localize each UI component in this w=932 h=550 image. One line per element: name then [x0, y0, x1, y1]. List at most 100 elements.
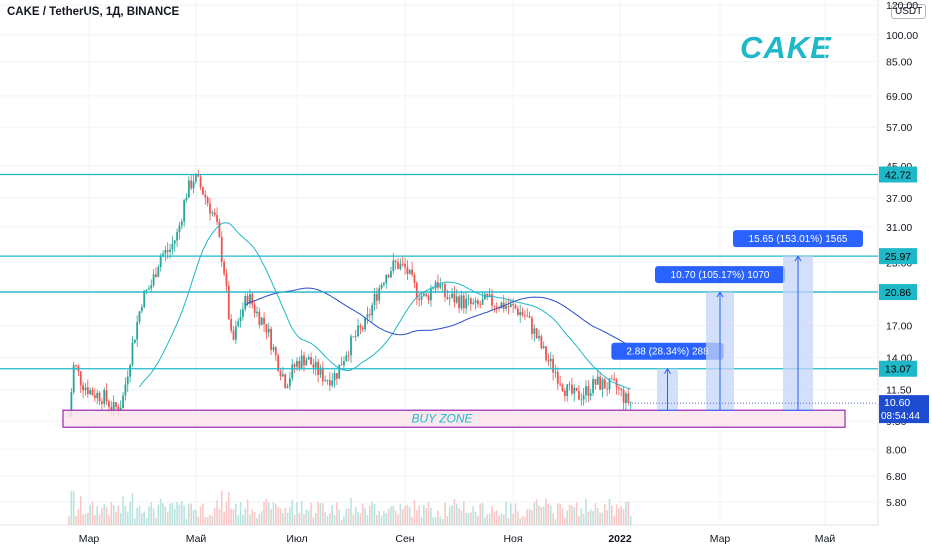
candle-body [387, 274, 390, 278]
candle-body [155, 274, 157, 277]
candle-body [129, 364, 131, 377]
volume-bar [566, 510, 568, 525]
candle-body [411, 269, 413, 275]
volume-bar [423, 504, 425, 525]
candle-body [242, 309, 244, 317]
candle-body [385, 274, 388, 284]
volume-bar [519, 518, 521, 525]
candle-body [103, 390, 106, 404]
candle-body [599, 376, 601, 390]
volume-bar [568, 504, 571, 525]
volume-bar [420, 516, 423, 525]
candle-body [582, 395, 585, 400]
candle-body [627, 393, 630, 403]
candle-body [495, 306, 498, 308]
candle-body [119, 407, 122, 411]
candle-body [345, 355, 348, 361]
candle-body [519, 311, 522, 316]
candle-body [213, 212, 216, 215]
candle-body [620, 388, 623, 391]
candle-body [467, 298, 470, 300]
volume-bar [347, 508, 350, 525]
candle-body [197, 174, 200, 177]
volume-bar [620, 506, 623, 525]
volume-bar [554, 519, 557, 525]
volume-bar [115, 511, 117, 525]
volume-bar [559, 504, 561, 525]
candle-body [368, 314, 371, 316]
volume-bar [263, 501, 265, 525]
volume-bar [432, 517, 435, 525]
candle-body [298, 360, 301, 369]
volume-bar [491, 506, 493, 525]
volume-bar [223, 511, 225, 525]
candle-body [169, 249, 171, 252]
candle-body [610, 378, 613, 380]
last-price-value: 10.60 [884, 397, 910, 409]
volume-bar [225, 501, 228, 525]
candle-body [216, 214, 218, 222]
candle-body [446, 296, 449, 299]
candle-body [533, 328, 536, 334]
candle-body [364, 317, 366, 330]
volume-bar [136, 508, 138, 525]
candle-body [594, 378, 597, 385]
candle-body [338, 364, 341, 379]
volume-bar [350, 498, 352, 525]
volume-bar [331, 505, 333, 525]
volume-bar [256, 518, 258, 525]
volume-bar [545, 498, 547, 525]
volume-bar [542, 506, 545, 525]
volume-bar [354, 506, 357, 525]
volume-bar [361, 503, 364, 525]
volume-bar [75, 516, 77, 525]
volume-bar [326, 516, 329, 525]
candle-body [281, 374, 284, 377]
volume-bar [352, 514, 355, 525]
y-tick-label: 57.00 [886, 122, 912, 134]
candle-body [601, 379, 604, 390]
volume-bar [293, 514, 296, 525]
volume-bar [197, 516, 200, 525]
candle-body [272, 347, 275, 350]
candle-body [183, 200, 186, 222]
candle-body [465, 298, 468, 309]
volume-bar [571, 505, 573, 525]
candle-body [486, 293, 489, 297]
volume-bar [448, 506, 451, 525]
volume-bar [246, 499, 249, 525]
y-tick-label: 8.00 [886, 444, 907, 456]
candle-body [439, 284, 442, 288]
candle-body [331, 380, 334, 386]
candle-body [117, 406, 120, 411]
volume-bar [105, 507, 108, 525]
volume-bar [199, 506, 202, 525]
volume-bar [378, 511, 380, 525]
candle-body [321, 367, 324, 382]
volume-bars [68, 491, 632, 525]
volume-bar [270, 508, 272, 525]
volume-bar [72, 491, 75, 525]
candle-body [225, 273, 228, 286]
candle-body [361, 327, 364, 330]
candle-body [500, 302, 503, 309]
candle-body [549, 358, 552, 362]
candle-body [138, 311, 141, 323]
volume-bar [169, 503, 171, 525]
volume-bar [578, 515, 580, 525]
volume-bar [338, 509, 341, 525]
volume-bar [390, 506, 392, 525]
currency-unit-button[interactable]: USDT [891, 4, 927, 19]
symbol-title: CAKE / TetherUS, 1Д, BINANCE [7, 6, 180, 18]
volume-bar [606, 510, 608, 525]
candle-body [526, 315, 529, 317]
candle-body [108, 401, 110, 408]
y-tick-label: 31.00 [886, 222, 912, 234]
candle-body [195, 174, 197, 182]
volume-bar [134, 518, 136, 525]
volume-bar [622, 509, 625, 525]
volume-bar [253, 512, 256, 525]
volume-bar [70, 491, 73, 525]
volume-bar [371, 501, 373, 525]
